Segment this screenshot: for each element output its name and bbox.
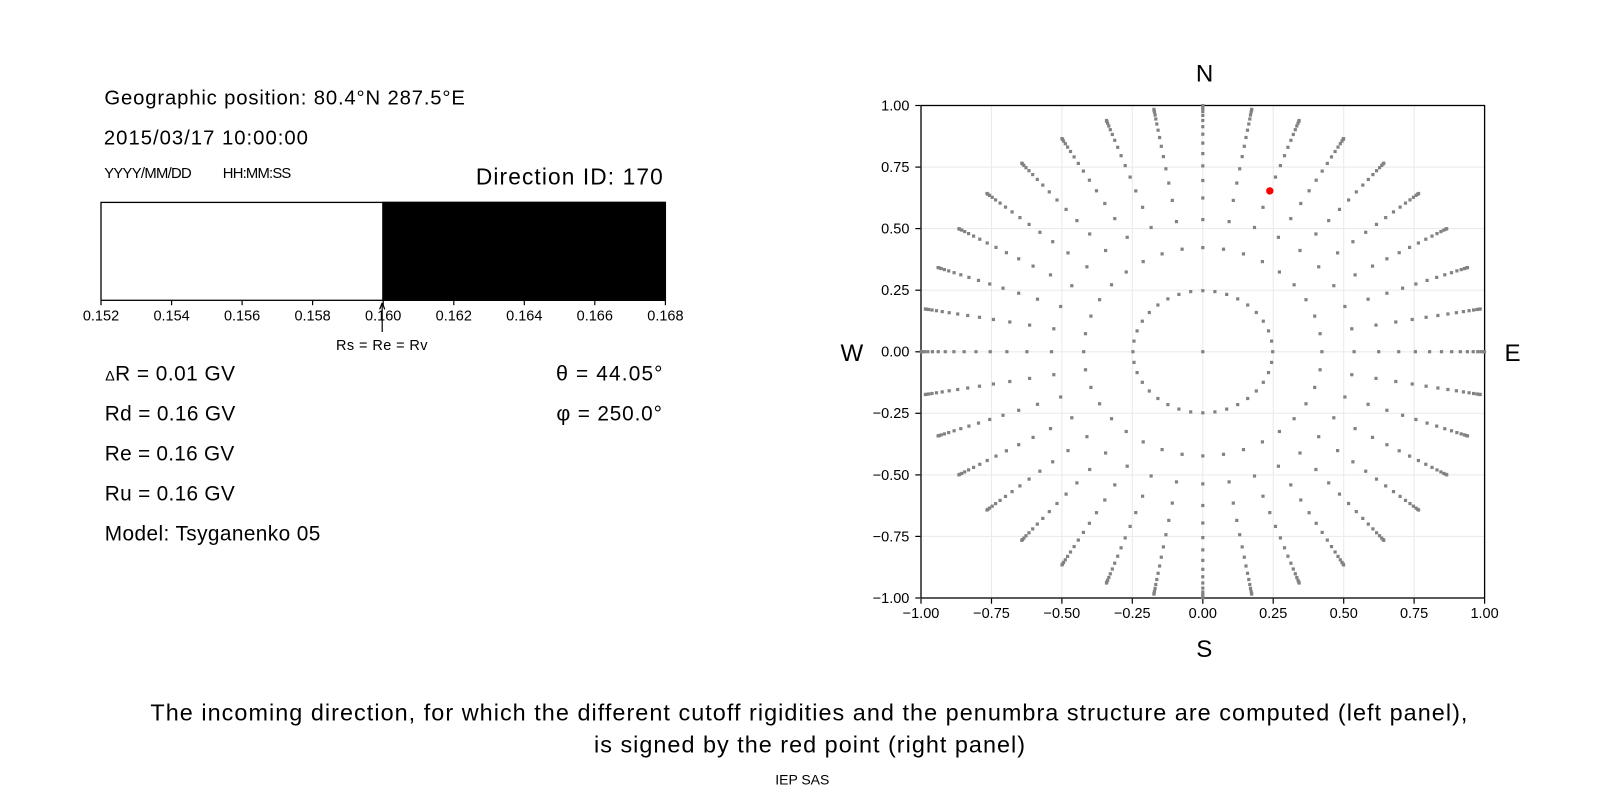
svg-text:0.00: 0.00 [881,345,909,361]
svg-text:Geographic position: 80.4°N 28: Geographic position: 80.4°N 287.5°E [104,88,465,110]
svg-text:−1.00: −1.00 [873,591,910,607]
svg-text:−0.75: −0.75 [973,606,1010,622]
svg-text:−0.50: −0.50 [873,468,910,484]
svg-text:1.00: 1.00 [1470,606,1498,622]
svg-text:0.25: 0.25 [1259,606,1287,622]
svg-text:Direction ID: 170: Direction ID: 170 [476,163,663,189]
svg-text:is signed by the red point (ri: is signed by the red point (right panel) [594,732,1025,758]
svg-text:0.166: 0.166 [577,308,613,324]
svg-text:Re = 0.16 GV: Re = 0.16 GV [105,443,235,466]
svg-text:YYYY/MM/DD: YYYY/MM/DD [104,166,192,182]
svg-text:−1.00: −1.00 [903,606,940,622]
svg-text:IEP SAS: IEP SAS [775,771,829,787]
svg-text:Rs = Re = Rv: Rs = Re = Rv [336,338,428,354]
svg-text:1.00: 1.00 [881,98,909,114]
svg-text:0.160: 0.160 [365,308,401,324]
svg-text:θ = 44.05°: θ = 44.05° [556,362,663,386]
svg-text:0.50: 0.50 [881,222,909,238]
svg-text:0.162: 0.162 [436,308,472,324]
svg-text:φ = 250.0°: φ = 250.0° [556,402,662,426]
svg-text:HH:MM:SS: HH:MM:SS [223,166,292,182]
svg-text:S: S [1196,636,1212,663]
svg-text:0.75: 0.75 [1400,606,1428,622]
svg-text:0.154: 0.154 [153,308,189,324]
svg-text:N: N [1196,60,1213,87]
svg-text:Model: Tsyganenko 05: Model: Tsyganenko 05 [105,523,320,546]
svg-text:Rd = 0.16 GV: Rd = 0.16 GV [105,403,236,426]
svg-text:−0.25: −0.25 [1114,606,1151,622]
svg-text:0.25: 0.25 [881,283,909,299]
svg-text:0.158: 0.158 [294,308,330,324]
svg-text:0.75: 0.75 [881,160,909,176]
svg-text:−0.75: −0.75 [873,529,910,545]
svg-text:0.50: 0.50 [1330,606,1358,622]
svg-text:0.156: 0.156 [224,308,260,324]
svg-text:W: W [841,340,864,367]
svg-text:0.168: 0.168 [647,308,683,324]
svg-text:ΔR = 0.01 GV: ΔR = 0.01 GV [105,363,235,386]
svg-text:0.164: 0.164 [506,308,542,324]
svg-text:0.00: 0.00 [1189,606,1217,622]
svg-text:Ru = 0.16 GV: Ru = 0.16 GV [105,483,235,506]
svg-text:−0.25: −0.25 [873,406,910,422]
svg-text:E: E [1504,340,1520,367]
svg-text:0.152: 0.152 [83,308,119,324]
svg-text:2015/03/17 10:00:00: 2015/03/17 10:00:00 [104,128,308,150]
svg-text:The incoming direction, for wh: The incoming direction, for which the di… [150,700,1467,726]
svg-text:−0.50: −0.50 [1044,606,1081,622]
